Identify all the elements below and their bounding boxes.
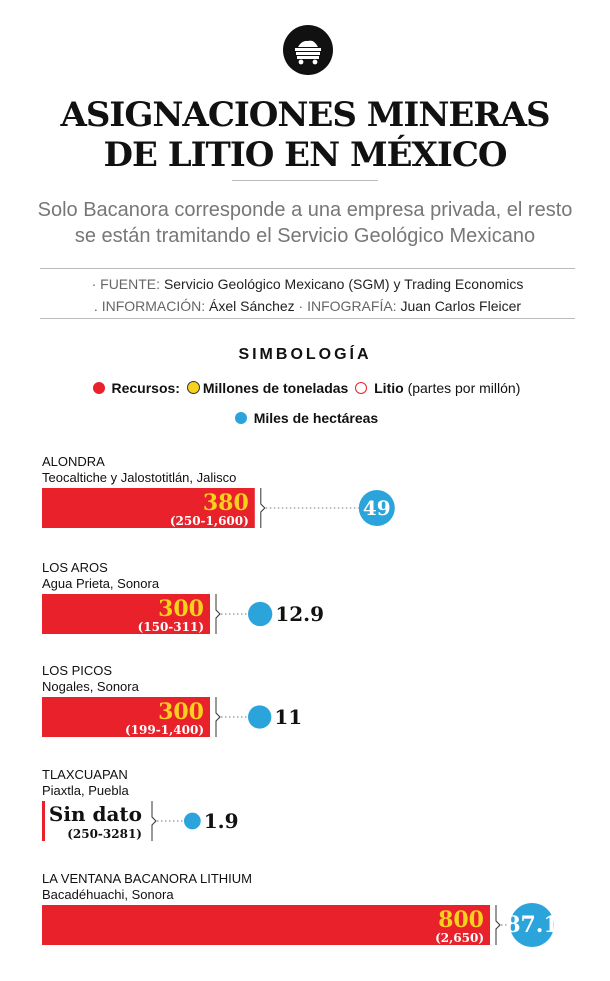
connector-bracket (495, 905, 501, 945)
connector-bracket (151, 801, 157, 841)
resources-dot-icon (92, 382, 105, 394)
tonnes-label: 300 (158, 596, 204, 622)
mine-location: Agua Prieta, Sonora (42, 576, 160, 591)
hectares-label: 11 (274, 705, 302, 729)
hectares-circle (184, 812, 201, 830)
tonnes-label: 380 (203, 490, 249, 516)
mine-name: LOS PICOS (42, 663, 112, 678)
page-title-line-1: ASIGNACIONES MINERAS (60, 95, 550, 135)
title-divider (232, 180, 378, 181)
legend-resources: Recursos: (111, 380, 180, 396)
mine-location: Nogales, Sonora (42, 679, 140, 694)
source-value: Servicio Geológico Mexicano (SGM) y Trad… (163, 276, 524, 292)
legend-row-1: Recursos: Millones de toneladas Litio (p… (0, 380, 610, 396)
tonnes-dot-icon (186, 381, 200, 394)
legend-lithium: Litio (374, 380, 404, 396)
legend-title: SIMBOLOGÍA (238, 346, 372, 363)
mine-name: TLAXCUAPAN (42, 767, 128, 782)
resources-bar (42, 905, 490, 945)
mine-location: Teocaltiche y Jalostotitlán, Jalisco (42, 470, 236, 485)
tonnes-label: Sin dato (49, 802, 142, 826)
connector-bracket (260, 488, 266, 528)
hectares-dot-icon (234, 412, 247, 424)
legend-ppm: (partes por millón) (407, 380, 521, 396)
lithium-ppm-label: (250-3281) (67, 827, 142, 841)
info-label: . INFORMACIÓN: (93, 298, 206, 314)
hectares-label: 1.9 (204, 809, 239, 833)
connector-bracket (215, 594, 221, 634)
tonnes-label: 800 (438, 907, 484, 933)
hectares-circle (248, 601, 273, 627)
hectares-label: 49 (363, 496, 391, 520)
resources-bar (42, 801, 45, 841)
credit-separator: · (298, 298, 304, 314)
legend-tonnes: Millones de toneladas (202, 380, 349, 396)
mining-cart-logo-icon (283, 25, 333, 75)
info-value: Áxel Sánchez (209, 298, 295, 314)
mine-name: ALONDRA (42, 454, 105, 469)
source-label: · FUENTE: (91, 276, 161, 292)
hectares-circle (248, 705, 272, 729)
credits-top-divider (40, 268, 575, 269)
legend-hectares: Miles de hectáreas (253, 410, 379, 426)
lithium-ppm-label: (150-311) (138, 620, 204, 634)
source-credit: · FUENTE: Servicio Geológico Mexicano (S… (40, 276, 575, 292)
page-title-line-2: DE LITIO EN MÉXICO (103, 135, 507, 175)
tonnes-label: 300 (158, 699, 204, 725)
hectares-label: 87.1 (505, 912, 559, 938)
connector-bracket (215, 697, 221, 737)
mine-name: LA VENTANA BACANORA LITHIUM (42, 871, 252, 886)
graphic-value: Juan Carlos Fleicer (400, 298, 522, 314)
lithium-ppm-label: (199-1,400) (125, 723, 204, 737)
credits-bottom-divider (40, 318, 575, 319)
authors-credit: . INFORMACIÓN: Áxel Sánchez · INFOGRAFÍA… (40, 298, 575, 314)
lithium-dot-icon (355, 382, 368, 394)
hectares-circle (358, 490, 395, 526)
legend-row-2: Miles de hectáreas (0, 410, 610, 426)
mine-location: Piaxtla, Puebla (42, 783, 129, 798)
resources-bar (42, 594, 210, 634)
mine-name: LOS AROS (42, 560, 108, 575)
hectares-label: 12.9 (275, 602, 324, 626)
graphic-label: INFOGRAFÍA: (307, 298, 397, 314)
lithium-ppm-label: (2,650) (435, 931, 484, 945)
subtitle: Solo Bacanora corresponde a una empresa … (37, 199, 573, 247)
mine-location: Bacadéhuachi, Sonora (42, 887, 174, 902)
resources-bar (42, 697, 210, 737)
hectares-circle (509, 903, 554, 947)
lithium-ppm-label: (250-1,600) (170, 514, 249, 528)
resources-bar (42, 488, 255, 528)
